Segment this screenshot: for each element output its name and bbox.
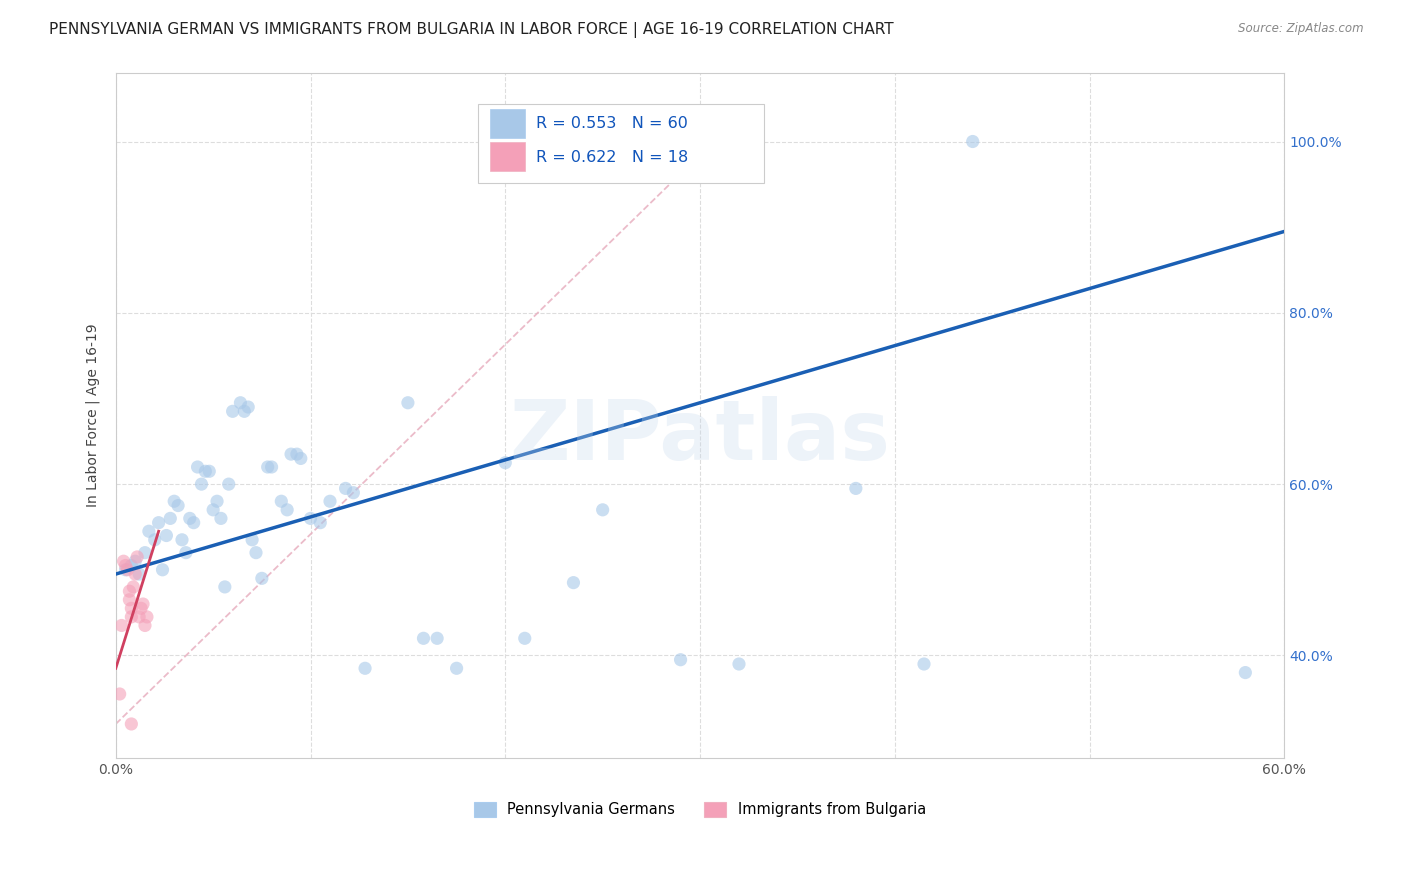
Point [112, 554, 135, 568]
Point [138, 524, 160, 539]
FancyBboxPatch shape [489, 142, 524, 171]
Point [170, 533, 193, 547]
Point [912, 657, 935, 671]
Point [240, 533, 263, 547]
Y-axis label: In Labor Force | Age 16-19: In Labor Force | Age 16-19 [86, 324, 100, 508]
Point [155, 528, 177, 542]
Text: R = 0.622   N = 18: R = 0.622 N = 18 [537, 150, 689, 165]
Point [221, 404, 243, 418]
Text: Source: ZipAtlas.com: Source: ZipAtlas.com [1239, 22, 1364, 36]
Point [120, 717, 142, 731]
Point [250, 571, 273, 585]
Point [202, 503, 225, 517]
Point [233, 404, 256, 418]
Point [128, 567, 150, 582]
Point [494, 456, 516, 470]
Point [127, 549, 149, 564]
Point [114, 563, 136, 577]
Point [118, 592, 141, 607]
Point [117, 563, 139, 577]
Point [728, 657, 751, 671]
Point [143, 533, 166, 547]
Point [396, 396, 419, 410]
Point [122, 580, 145, 594]
Point [124, 554, 146, 568]
Point [280, 447, 302, 461]
Point [256, 460, 278, 475]
FancyBboxPatch shape [478, 103, 765, 183]
Point [167, 499, 190, 513]
Point [128, 610, 150, 624]
Text: PENNSYLVANIA GERMAN VS IMMIGRANTS FROM BULGARIA IN LABOR FORCE | AGE 16-19 CORRE: PENNSYLVANIA GERMAN VS IMMIGRANTS FROM B… [49, 22, 894, 38]
Point [124, 567, 146, 582]
Point [335, 482, 357, 496]
Point [134, 618, 156, 632]
Point [152, 563, 174, 577]
Point [198, 464, 221, 478]
Point [134, 546, 156, 560]
Point [276, 503, 298, 517]
Point [136, 610, 159, 624]
Point [1234, 665, 1257, 680]
Point [299, 511, 322, 525]
Point [118, 584, 141, 599]
Point [120, 558, 142, 573]
Point [270, 494, 292, 508]
FancyBboxPatch shape [489, 110, 524, 138]
Point [238, 400, 260, 414]
Point [229, 396, 252, 410]
Point [513, 632, 536, 646]
Point [309, 516, 332, 530]
Point [319, 494, 342, 508]
Point [845, 482, 868, 496]
Point [592, 503, 614, 517]
Point [214, 580, 236, 594]
Point [114, 558, 136, 573]
Point [562, 575, 585, 590]
Point [285, 447, 308, 461]
Point [962, 135, 984, 149]
Point [183, 516, 205, 530]
Point [290, 451, 312, 466]
Point [446, 661, 468, 675]
Point [190, 477, 212, 491]
Point [245, 546, 267, 560]
Point [132, 597, 155, 611]
Point [174, 546, 197, 560]
Point [120, 601, 142, 615]
Point [218, 477, 240, 491]
Point [108, 687, 131, 701]
Point [354, 661, 377, 675]
Point [342, 485, 364, 500]
Point [426, 632, 449, 646]
Point [412, 632, 434, 646]
Point [205, 494, 228, 508]
Text: ZIPatlas: ZIPatlas [509, 396, 890, 476]
Point [110, 618, 132, 632]
Point [187, 460, 209, 475]
Point [129, 601, 152, 615]
Point [120, 610, 142, 624]
Point [163, 494, 186, 508]
Point [148, 516, 170, 530]
Point [209, 511, 232, 525]
Point [194, 464, 217, 478]
Legend: Pennsylvania Germans, Immigrants from Bulgaria: Pennsylvania Germans, Immigrants from Bu… [468, 797, 932, 823]
Point [159, 511, 181, 525]
Text: R = 0.553   N = 60: R = 0.553 N = 60 [537, 115, 689, 130]
Point [260, 460, 283, 475]
Point [179, 511, 201, 525]
Point [669, 653, 692, 667]
